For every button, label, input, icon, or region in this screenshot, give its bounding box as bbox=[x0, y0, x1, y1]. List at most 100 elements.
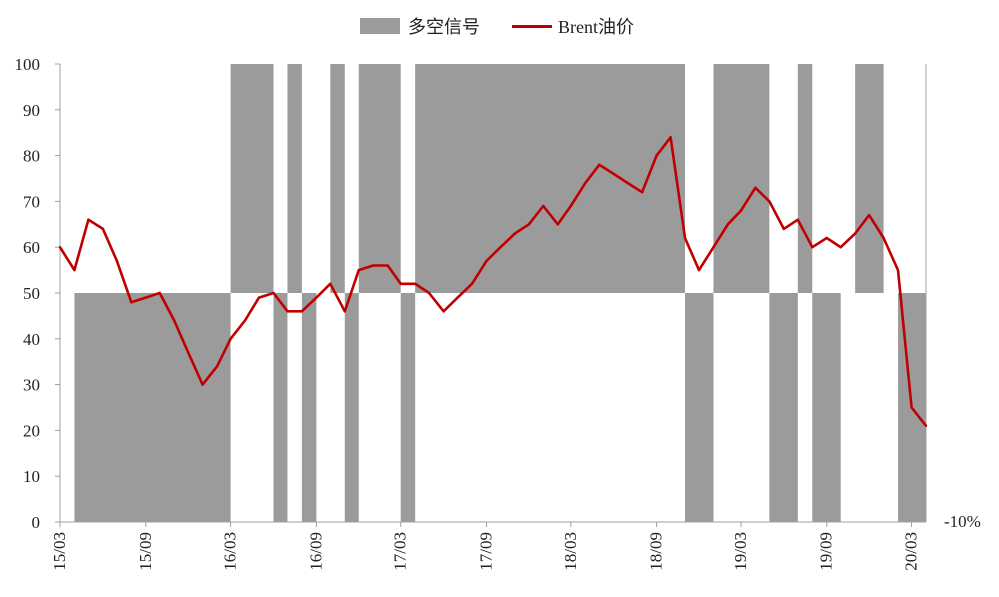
brent-point-42 bbox=[655, 154, 658, 157]
brent-point-46 bbox=[712, 246, 715, 249]
x-tick-label-1: 15/09 bbox=[136, 532, 155, 571]
brent-point-48 bbox=[739, 209, 743, 212]
brent-point-36 bbox=[569, 204, 573, 208]
brent-point-50 bbox=[768, 200, 771, 203]
x-tick-label-9: 19/09 bbox=[817, 532, 836, 571]
signal-area-4 bbox=[287, 64, 302, 293]
brent-point-59 bbox=[896, 268, 900, 272]
x-tick-label-3: 16/09 bbox=[306, 532, 325, 571]
brent-point-51 bbox=[782, 227, 786, 231]
brent-point-33 bbox=[527, 223, 531, 226]
brent-point-15 bbox=[272, 291, 275, 295]
brent-point-25 bbox=[413, 282, 417, 286]
brent-point-47 bbox=[726, 223, 730, 226]
y-tick-label-3: 30 bbox=[23, 376, 40, 395]
x-tick-label-4: 17/03 bbox=[391, 532, 410, 571]
brent-point-3 bbox=[101, 227, 105, 231]
brent-point-57 bbox=[867, 213, 871, 217]
brent-point-6 bbox=[144, 296, 147, 299]
legend-item-signal[interactable]: 多空信号 bbox=[360, 12, 480, 40]
brent-point-49 bbox=[754, 186, 757, 189]
brent-point-32 bbox=[513, 232, 517, 235]
y-tick-label-0: 0 bbox=[32, 513, 41, 532]
brent-point-22 bbox=[372, 264, 375, 267]
brent-point-8 bbox=[172, 319, 176, 322]
y-tick-label-10: 100 bbox=[15, 55, 41, 74]
brent-point-44 bbox=[683, 236, 687, 240]
brent-point-53 bbox=[811, 246, 814, 249]
percent-label: -10% bbox=[944, 512, 981, 531]
signal-area-1 bbox=[74, 293, 231, 522]
legend-item-brent[interactable]: Brent油价 bbox=[512, 12, 634, 40]
signal-area-18 bbox=[855, 64, 884, 293]
brent-point-27 bbox=[442, 310, 445, 313]
signal-area-2 bbox=[230, 64, 274, 293]
brent-point-17 bbox=[300, 310, 304, 313]
brent-point-41 bbox=[640, 191, 644, 194]
x-tick-label-2: 16/03 bbox=[221, 532, 240, 571]
legend-label-signal: 多空信号 bbox=[408, 17, 480, 37]
signal-area-12 bbox=[685, 293, 714, 522]
x-tick-label-8: 19/03 bbox=[731, 532, 750, 571]
y-tick-label-7: 70 bbox=[23, 192, 40, 211]
brent-point-30 bbox=[485, 259, 488, 263]
brent-point-0 bbox=[58, 246, 62, 249]
y-tick-label-8: 80 bbox=[23, 147, 40, 166]
brent-price-line bbox=[58, 136, 928, 427]
brent-point-45 bbox=[697, 268, 701, 272]
legend-swatch-line bbox=[512, 24, 552, 28]
y-tick-label-9: 90 bbox=[23, 101, 40, 120]
signal-area-8 bbox=[344, 293, 359, 522]
brent-point-40 bbox=[626, 181, 629, 185]
brent-point-11 bbox=[215, 365, 219, 368]
brent-point-24 bbox=[399, 282, 402, 286]
signal-area-13 bbox=[713, 64, 770, 293]
y-tick-label-5: 50 bbox=[23, 284, 40, 303]
brent-point-9 bbox=[186, 351, 190, 354]
brent-point-26 bbox=[427, 291, 431, 295]
y-tick-label-2: 20 bbox=[23, 421, 40, 440]
brent-point-16 bbox=[286, 310, 289, 313]
signal-area-14 bbox=[769, 293, 798, 522]
x-tick-label-0: 15/03 bbox=[50, 532, 69, 571]
x-tick-label-5: 17/09 bbox=[476, 532, 495, 571]
brent-point-10 bbox=[201, 383, 204, 386]
brent-point-13 bbox=[243, 319, 247, 322]
y-tick-label-6: 60 bbox=[23, 238, 40, 257]
brent-point-37 bbox=[584, 181, 587, 185]
brent-point-38 bbox=[598, 163, 601, 166]
brent-point-34 bbox=[542, 204, 545, 208]
brent-point-43 bbox=[669, 136, 672, 139]
signal-area-11 bbox=[415, 64, 686, 293]
brent-point-12 bbox=[229, 337, 232, 340]
x-tick-label-7: 18/09 bbox=[647, 532, 666, 571]
legend: 多空信号 Brent油价 bbox=[0, 12, 999, 40]
brent-point-14 bbox=[257, 296, 261, 299]
brent-point-60 bbox=[910, 406, 913, 409]
brent-point-29 bbox=[470, 282, 474, 286]
legend-label-brent: Brent油价 bbox=[558, 17, 634, 37]
brent-point-4 bbox=[115, 259, 119, 263]
signal-area-9 bbox=[358, 64, 401, 293]
brent-point-39 bbox=[612, 172, 615, 176]
brent-point-61 bbox=[924, 424, 928, 428]
brent-point-35 bbox=[556, 223, 559, 226]
x-tick-label-10: 20/03 bbox=[902, 532, 921, 571]
brent-point-2 bbox=[87, 218, 90, 221]
brent-point-1 bbox=[73, 268, 76, 272]
y-tick-label-4: 40 bbox=[23, 330, 40, 349]
brent-point-54 bbox=[825, 236, 828, 240]
signal-area-7 bbox=[330, 64, 345, 293]
signal-area-16 bbox=[812, 293, 841, 522]
signal-area-15 bbox=[797, 64, 813, 293]
brent-point-19 bbox=[329, 282, 332, 286]
legend-swatch-area bbox=[360, 18, 400, 34]
brent-point-56 bbox=[853, 232, 857, 235]
y-tick-label-1: 10 bbox=[23, 467, 40, 486]
brent-point-28 bbox=[456, 296, 459, 299]
brent-point-31 bbox=[499, 246, 502, 249]
signal-area-10 bbox=[400, 293, 416, 522]
brent-point-20 bbox=[343, 310, 346, 313]
brent-point-21 bbox=[357, 268, 360, 272]
brent-point-18 bbox=[315, 296, 318, 299]
